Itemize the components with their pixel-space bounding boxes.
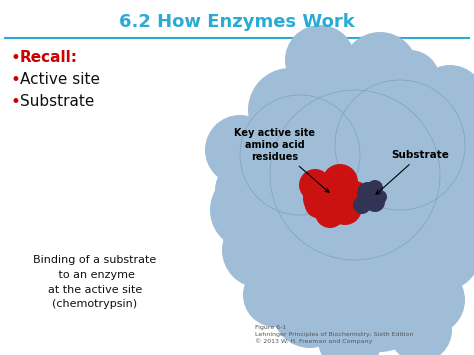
Circle shape [290, 160, 430, 300]
Circle shape [345, 215, 455, 325]
Circle shape [318, 308, 382, 355]
Circle shape [248, 68, 332, 152]
Circle shape [322, 164, 358, 200]
Circle shape [373, 190, 387, 204]
Circle shape [285, 25, 355, 95]
Text: Substrate: Substrate [20, 94, 94, 109]
Circle shape [243, 263, 307, 327]
Circle shape [415, 65, 474, 135]
Circle shape [299, 169, 331, 201]
Circle shape [430, 170, 474, 230]
Text: Active site: Active site [20, 72, 100, 87]
Text: Recall:: Recall: [20, 50, 78, 66]
Circle shape [272, 272, 348, 348]
Circle shape [210, 170, 290, 250]
Text: •: • [10, 71, 20, 89]
Text: Substrate: Substrate [376, 150, 449, 194]
Circle shape [215, 160, 275, 220]
Circle shape [395, 265, 465, 335]
Circle shape [357, 182, 379, 204]
Circle shape [388, 298, 452, 355]
Circle shape [315, 198, 345, 228]
Circle shape [380, 50, 440, 110]
Circle shape [365, 192, 385, 212]
Circle shape [335, 80, 465, 210]
Text: •: • [10, 93, 20, 111]
Circle shape [305, 192, 331, 218]
Circle shape [360, 150, 474, 270]
Circle shape [341, 181, 369, 209]
Circle shape [290, 55, 390, 155]
Circle shape [222, 212, 298, 288]
Text: Key active site
amino acid
residues: Key active site amino acid residues [235, 129, 329, 192]
Text: Binding of a substrate
 to an enzyme
at the active site
(chemotrypsin): Binding of a substrate to an enzyme at t… [33, 255, 156, 310]
Circle shape [327, 102, 383, 158]
Circle shape [303, 176, 347, 220]
Text: •: • [10, 49, 20, 67]
Text: Figure 6-1
Lehninger Principles of Biochemistry, Sixth Edition
© 2013 W. H. Free: Figure 6-1 Lehninger Principles of Bioch… [255, 325, 413, 344]
Circle shape [270, 90, 440, 260]
Circle shape [367, 180, 383, 196]
Circle shape [245, 165, 355, 275]
Circle shape [338, 268, 422, 352]
Circle shape [405, 125, 474, 215]
Circle shape [353, 196, 371, 214]
Text: 6.2 How Enzymes Work: 6.2 How Enzymes Work [119, 13, 355, 31]
Circle shape [222, 132, 318, 228]
Circle shape [240, 95, 360, 215]
Circle shape [422, 102, 474, 178]
Circle shape [342, 32, 418, 108]
Circle shape [328, 191, 362, 225]
Circle shape [205, 115, 275, 185]
Circle shape [272, 222, 368, 318]
Circle shape [398, 208, 474, 292]
